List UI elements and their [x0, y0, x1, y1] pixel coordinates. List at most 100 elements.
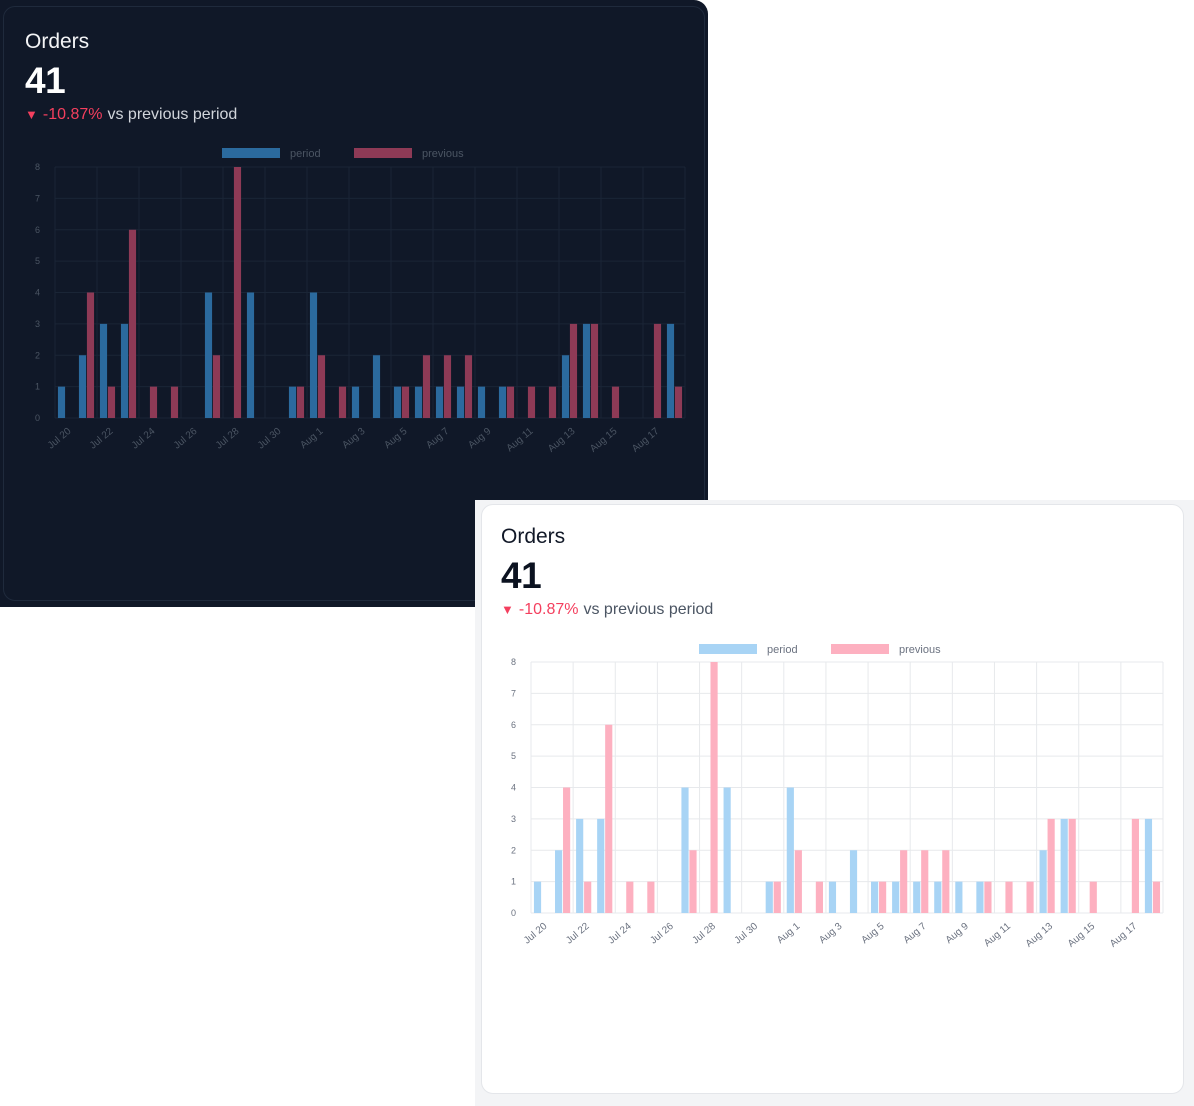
- y-tick-label: 3: [35, 319, 40, 329]
- bar-period: [955, 881, 963, 913]
- bar-period: [1039, 850, 1047, 913]
- bar-period: [435, 386, 444, 418]
- bar-period: [414, 386, 423, 418]
- bar-period: [1144, 818, 1153, 913]
- bar-previous: [773, 881, 781, 913]
- bar-period: [576, 818, 584, 913]
- bar-previous: [401, 386, 410, 418]
- bar-previous: [674, 386, 683, 418]
- bar-period: [913, 881, 921, 913]
- bar-period: [681, 787, 689, 913]
- bar-previous: [443, 355, 452, 418]
- x-tick-label: Aug 15: [1066, 921, 1098, 950]
- bar-previous: [548, 386, 557, 418]
- bar-previous: [653, 323, 662, 418]
- bar-previous: [338, 386, 347, 418]
- y-tick-label: 6: [35, 225, 40, 235]
- bar-previous: [584, 881, 592, 913]
- bar-period: [597, 818, 605, 913]
- x-tick-label: Aug 5: [859, 921, 886, 947]
- orders-count: 41: [501, 555, 542, 596]
- bar-previous: [317, 355, 326, 418]
- bar-previous: [1005, 881, 1013, 913]
- y-tick-label: 5: [35, 256, 40, 266]
- bar-previous: [170, 386, 179, 418]
- bar-period: [204, 292, 213, 418]
- trend-percent: -10.87%: [518, 601, 579, 618]
- x-tick-label: Aug 13: [1024, 921, 1056, 950]
- bar-period: [351, 386, 360, 418]
- bar-period: [1060, 818, 1068, 913]
- card-title: Orders: [25, 30, 90, 53]
- bar-period: [393, 386, 402, 418]
- y-tick-label: 4: [35, 288, 40, 298]
- bar-period: [309, 292, 318, 418]
- y-tick-label: 2: [511, 845, 516, 855]
- x-tick-label: Aug 9: [944, 921, 971, 947]
- bar-previous: [1047, 818, 1055, 913]
- trend-down-icon: ▼: [25, 107, 38, 122]
- bar-previous: [647, 881, 655, 913]
- y-tick-label: 7: [511, 688, 516, 698]
- x-tick-label: Aug 3: [817, 921, 844, 947]
- bar-period: [246, 292, 255, 418]
- trend-indicator: ▼ -10.87% vs previous period: [501, 601, 713, 619]
- bar-period: [892, 881, 900, 913]
- bar-period: [533, 881, 542, 913]
- bar-period: [288, 386, 297, 418]
- bar-previous: [233, 167, 242, 418]
- bar-previous: [590, 323, 599, 418]
- orders-card-light: [475, 500, 1194, 1106]
- bar-previous: [128, 229, 137, 418]
- bar-previous: [107, 386, 116, 418]
- bar-previous: [149, 386, 158, 418]
- x-tick-label: Jul 30: [733, 921, 761, 947]
- x-tick-label: Jul 22: [564, 921, 592, 947]
- bar-period: [498, 386, 507, 418]
- bar-period: [871, 881, 879, 913]
- bar-previous: [921, 850, 929, 913]
- x-tick-label: Jul 20: [522, 921, 550, 947]
- x-tick-label: Aug 11: [982, 921, 1013, 950]
- bar-period: [456, 386, 465, 418]
- trend-down-icon: ▼: [501, 602, 514, 617]
- y-tick-label: 3: [511, 814, 516, 824]
- y-tick-label: 7: [35, 193, 40, 203]
- bar-previous: [900, 850, 908, 913]
- bar-previous: [815, 881, 823, 913]
- bar-previous: [569, 323, 578, 418]
- bar-previous: [794, 850, 802, 913]
- bar-previous: [689, 850, 697, 913]
- bar-previous: [710, 662, 718, 913]
- legend-swatch-previous: [831, 644, 889, 654]
- card-panel: [481, 504, 1184, 1094]
- bar-previous: [984, 881, 992, 913]
- legend-swatch-period: [222, 148, 280, 158]
- bar-period: [120, 323, 129, 418]
- bar-previous: [422, 355, 431, 418]
- bar-period: [976, 881, 984, 913]
- y-tick-label: 1: [35, 382, 40, 392]
- bar-period: [78, 355, 87, 418]
- bar-previous: [1026, 881, 1034, 913]
- bar-period: [934, 881, 942, 913]
- bar-period: [765, 881, 773, 913]
- orders-count: 41: [25, 60, 66, 101]
- bar-period: [57, 386, 66, 418]
- legend-swatch-previous: [354, 148, 412, 158]
- bar-previous: [506, 386, 515, 418]
- legend-swatch-period: [699, 644, 757, 654]
- x-tick-label: Jul 24: [606, 921, 634, 947]
- bar-previous: [464, 355, 473, 418]
- bar-previous: [1068, 818, 1076, 913]
- trend-label: vs previous period: [107, 106, 238, 123]
- y-tick-label: 0: [35, 413, 40, 423]
- bar-period: [372, 355, 381, 418]
- trend-indicator: ▼ -10.87% vs previous period: [25, 106, 237, 124]
- card-title: Orders: [501, 525, 566, 548]
- bar-period: [561, 355, 570, 418]
- bar-previous: [1089, 881, 1097, 913]
- x-tick-label: Jul 26: [648, 921, 676, 947]
- bar-period: [477, 386, 486, 418]
- legend-label-previous: previous: [422, 148, 464, 160]
